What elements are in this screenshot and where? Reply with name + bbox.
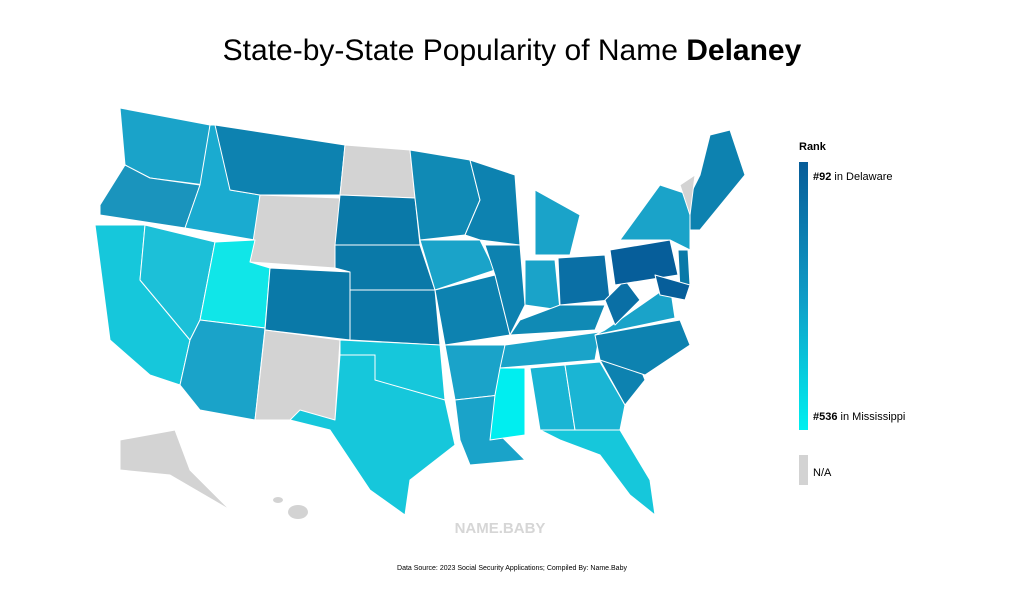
state: [509, 304, 606, 336]
legend-bottom: #536 in Mississippi: [813, 411, 905, 423]
state: [464, 159, 521, 246]
state: [539, 429, 656, 516]
state: [179, 319, 266, 421]
state: [264, 267, 351, 341]
state: [604, 279, 641, 326]
state: [214, 124, 346, 196]
legend-top: #92 in Delaware: [813, 171, 893, 183]
state: [484, 244, 526, 336]
state: [524, 259, 561, 311]
legend-bottom-label: in Mississippi: [841, 411, 906, 423]
state-hawaii: [273, 497, 283, 503]
title-prefix: State-by-State Popularity of Name: [223, 34, 678, 67]
state: [289, 354, 456, 516]
state: [349, 289, 441, 346]
legend-top-label: in Delaware: [834, 171, 892, 183]
state: [489, 367, 526, 441]
legend-bottom-rank: #536: [813, 411, 837, 423]
source: Data Source: 2023 Social Security Applic…: [397, 565, 627, 572]
state: [609, 239, 679, 286]
legend: Rank #92 in Delaware #536 in Mississippi…: [799, 141, 905, 485]
state: [339, 144, 416, 199]
state: [534, 189, 581, 256]
state: [594, 284, 676, 336]
legend-top-rank: #92: [813, 171, 831, 183]
state-alaska: [119, 429, 231, 511]
state: [689, 129, 746, 231]
state: [564, 361, 626, 431]
state-hawaii: [288, 505, 308, 519]
state: [619, 184, 691, 251]
legend-na-swatch: [799, 455, 808, 485]
title-name: Delaney: [686, 34, 801, 67]
title: State-by-State Popularity of Name Delane…: [223, 34, 802, 67]
state: [594, 319, 691, 376]
us-map: [94, 107, 746, 519]
legend-title: Rank: [799, 141, 827, 153]
legend-na: N/A: [813, 467, 832, 479]
state: [249, 194, 341, 269]
watermark: NAME.BABY: [455, 520, 546, 537]
state: [679, 174, 696, 216]
legend-gradient: [799, 162, 808, 430]
state: [334, 194, 421, 246]
state: [499, 331, 601, 369]
state: [254, 329, 341, 421]
state: [334, 244, 436, 291]
state: [557, 254, 611, 306]
state: [654, 274, 691, 301]
